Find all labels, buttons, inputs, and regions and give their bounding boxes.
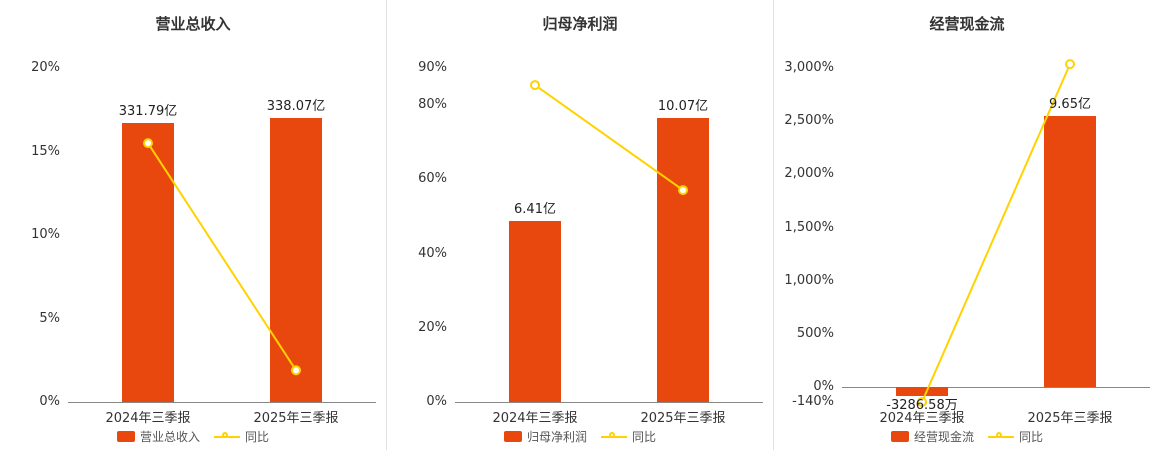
bar (896, 387, 948, 397)
bar-value-label: 6.41亿 (514, 202, 556, 218)
x-axis-label: 2024年三季报 (879, 411, 965, 426)
y-axis-tick-label: 0% (426, 394, 447, 409)
chart-panel-revenue: 营业总收入 0% 5% 10% 15% 20% 331.79亿 338.07亿 2024年… (0, 0, 386, 450)
line-marker (678, 185, 688, 196)
x-axis-label: 2025年三季报 (1027, 411, 1113, 426)
y-axis: 0% 5% 10% 15% 20% (0, 60, 66, 409)
y-axis: 0% 20% 40% 60% 80% 90% (387, 60, 453, 409)
bar-value-label: -3286.58万 (886, 398, 958, 414)
line-marker (1065, 59, 1075, 70)
line-marker-icon (609, 431, 615, 438)
line-marker-icon (996, 431, 1002, 438)
y-axis-tick-label: 2,500% (784, 113, 834, 129)
legend-label: 同比 (632, 430, 657, 444)
legend: 经营现金流 同比 (774, 428, 1160, 445)
y-axis-tick-label: 20% (31, 60, 60, 75)
x-axis-label: 2024年三季报 (492, 411, 578, 426)
bar (1044, 115, 1096, 388)
chart-panel-net-profit: 归母净利润 0% 20% 40% 60% 80% 90% 6.41亿 10.07亿 2024… (386, 0, 773, 450)
bar-value-label: 338.07亿 (266, 99, 326, 115)
line-swatch-icon (601, 431, 627, 443)
yoy-line (917, 59, 1075, 407)
legend-item-bar[interactable]: 营业总收入 (116, 428, 200, 445)
legend-label: 同比 (245, 430, 270, 444)
x-axis-label: 2024年三季报 (105, 411, 191, 426)
x-axis-line (455, 401, 763, 403)
y-axis-tick-label: 5% (39, 310, 60, 326)
legend-item-line[interactable]: 同比 (601, 428, 656, 445)
y-axis-tick-label: 0% (39, 394, 60, 409)
legend-label: 经营现金流 (913, 430, 974, 444)
bar-swatch-icon (116, 431, 135, 442)
y-axis-tick-label: -140% (792, 394, 834, 409)
plot-area: 6.41亿 10.07亿 (455, 68, 763, 403)
plot-area: -3286.58万 9.65亿 (842, 59, 1150, 413)
y-axis: -140% 0% 500% 1,000% 1,500% 2,000% 2,500% 3,000… (774, 60, 840, 409)
line-swatch-icon (988, 431, 1014, 443)
legend-item-line[interactable]: 同比 (988, 428, 1043, 445)
bar-value-label: 9.65亿 (1049, 96, 1091, 112)
yoy-line (530, 80, 688, 196)
chart-area: 0% 5% 10% 15% 20% 331.79亿 338.07亿 (0, 60, 386, 409)
bar (509, 221, 561, 402)
line-marker (291, 365, 301, 376)
legend: 营业总收入 同比 (0, 428, 386, 445)
chart-area: 0% 20% 40% 60% 80% 90% 6.41亿 10.07亿 (387, 60, 773, 409)
line-marker (143, 138, 153, 149)
bar-swatch-icon (890, 431, 909, 442)
y-axis-tick-label: 500% (796, 325, 834, 341)
y-axis-tick-label: 15% (31, 143, 60, 159)
yoy-line (143, 138, 301, 376)
legend-label: 营业总收入 (139, 430, 200, 444)
bar-swatch-icon (503, 431, 522, 442)
bar-value-label: 331.79亿 (118, 104, 178, 120)
bar (270, 118, 322, 402)
x-axis-line (68, 401, 376, 403)
y-axis-tick-label: 80% (418, 97, 447, 113)
line-marker-icon (222, 431, 228, 438)
y-axis-tick-label: 10% (31, 227, 60, 242)
bar (657, 118, 709, 402)
line-marker (530, 80, 540, 91)
legend-item-bar[interactable]: 归母净利润 (503, 428, 587, 445)
y-axis-tick-label: 3,000% (784, 60, 834, 75)
y-axis-tick-label: 90% (418, 60, 447, 75)
y-axis-tick-label: 0% (813, 379, 834, 395)
plot-area: 331.79亿 338.07亿 (68, 68, 376, 403)
line-swatch-icon (214, 431, 240, 443)
line-marker (917, 397, 927, 407)
chart-panel-cash-flow: 经营现金流 -140% 0% 500% 1,000% 1,500% 2,000% 2,500… (773, 0, 1160, 450)
legend-label: 归母净利润 (526, 430, 587, 444)
legend: 归母净利润 同比 (387, 428, 773, 445)
y-axis-tick-label: 1,000% (784, 272, 834, 288)
chart-title: 经营现金流 (929, 15, 1005, 33)
legend-item-line[interactable]: 同比 (214, 428, 269, 445)
legend-item-bar[interactable]: 经营现金流 (890, 428, 974, 445)
y-axis-tick-label: 20% (418, 319, 447, 335)
chart-title: 归母净利润 (542, 15, 618, 33)
x-axis: 2024年三季报 2025年三季报 (74, 407, 370, 426)
y-axis-tick-label: 2,000% (784, 166, 834, 182)
legend-label: 同比 (1019, 430, 1044, 444)
bar-value-label: 10.07亿 (657, 99, 709, 115)
y-axis-tick-label: 40% (418, 245, 447, 261)
x-axis-line (842, 386, 1150, 388)
chart-title: 营业总收入 (155, 15, 231, 33)
x-axis: 2024年三季报 2025年三季报 (848, 407, 1144, 426)
x-axis-label: 2025年三季报 (640, 411, 726, 426)
y-axis-tick-label: 60% (418, 171, 447, 187)
chart-area: -140% 0% 500% 1,000% 1,500% 2,000% 2,500% 3,000… (774, 59, 1160, 413)
x-axis: 2024年三季报 2025年三季报 (461, 407, 757, 426)
x-axis-label: 2025年三季报 (253, 411, 339, 426)
y-axis-tick-label: 1,500% (784, 219, 834, 235)
